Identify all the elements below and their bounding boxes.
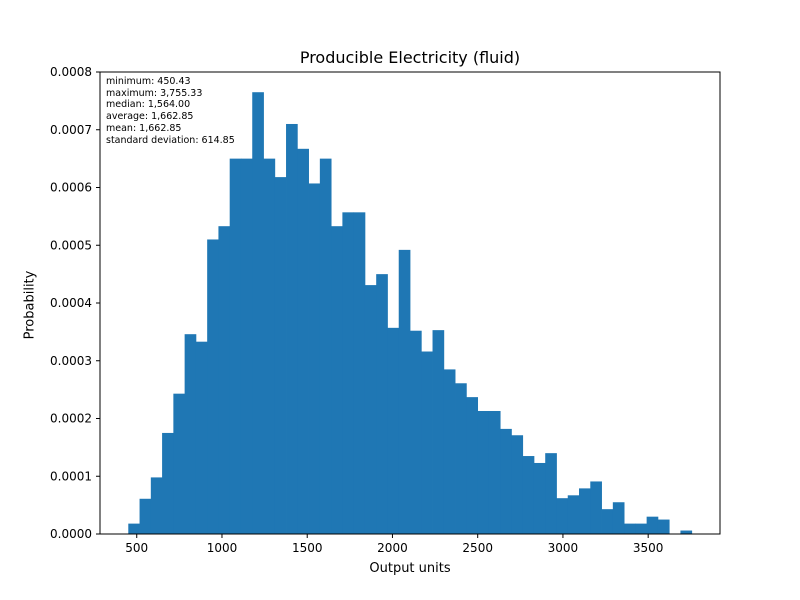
histogram-bar	[455, 383, 467, 534]
histogram-bar	[207, 239, 219, 534]
histogram-bar	[240, 158, 253, 534]
y-axis: 0.0000 0.0001 0.0002 0.0003 0.0004 0.0005 0.00…	[50, 65, 100, 541]
stat-maximum: maximum: 3,755.33	[106, 87, 203, 99]
histogram-bar	[128, 523, 140, 534]
histogram-bar	[274, 177, 287, 535]
x-axis-label: Output units	[369, 561, 451, 576]
histogram-bar	[297, 148, 309, 534]
statistics-annotation: minimum: 450.43 maximum: 3,755.33 median…	[106, 76, 235, 146]
x-tick-label: 1500	[292, 541, 323, 555]
histogram-bar	[319, 158, 332, 534]
histogram-bar	[229, 158, 242, 534]
x-tick-label: 500	[125, 541, 148, 555]
stat-average: average: 1,662.85	[106, 111, 194, 123]
histogram-bars	[128, 92, 693, 535]
histogram-bar	[443, 369, 456, 534]
stat-mean: mean: 1,662.85	[106, 122, 182, 134]
histogram-bar	[218, 226, 231, 534]
histogram-bar	[173, 393, 186, 534]
histogram-bar	[477, 410, 490, 534]
histogram-bar	[646, 516, 659, 534]
stat-standard-deviation: standard deviation: 614.85	[106, 134, 235, 146]
y-tick-label: 0.0002	[50, 412, 92, 426]
y-tick-label: 0.0007	[50, 123, 92, 137]
histogram-bar	[139, 498, 152, 534]
stat-minimum: minimum: 450.43	[106, 76, 191, 87]
y-tick-label: 0.0000	[50, 527, 92, 541]
histogram-bar	[410, 330, 422, 534]
x-tick-label: 2000	[377, 541, 408, 555]
histogram-bar	[150, 477, 163, 534]
histogram-bar	[522, 456, 535, 534]
histogram-bar	[545, 453, 557, 534]
histogram-bar	[601, 509, 614, 534]
histogram-bar	[579, 488, 591, 534]
x-tick-label: 1000	[207, 541, 238, 555]
x-tick-label: 3500	[633, 541, 664, 555]
histogram-bar	[286, 123, 298, 534]
histogram-bar	[195, 341, 208, 534]
histogram-bar	[567, 495, 580, 534]
histogram-bar	[533, 462, 546, 534]
histogram-bar	[590, 481, 602, 534]
histogram-bar	[680, 530, 693, 534]
histogram-bar	[624, 523, 636, 534]
histogram-bar	[556, 498, 569, 534]
histogram-bar	[308, 183, 321, 534]
histogram-bar	[353, 212, 366, 534]
histogram-bar	[432, 330, 445, 534]
histogram-bar	[184, 334, 197, 534]
histogram-bar	[263, 158, 276, 534]
histogram-bar	[657, 519, 670, 534]
y-tick-label: 0.0006	[50, 181, 92, 195]
histogram-bar	[342, 212, 355, 534]
x-tick-label: 2500	[462, 541, 493, 555]
y-tick-label: 0.0003	[50, 354, 92, 368]
histogram-bar	[252, 92, 264, 535]
histogram-bar	[376, 274, 388, 535]
histogram-bar	[466, 397, 479, 534]
histogram-bar	[511, 435, 524, 534]
x-axis: 500 1000 1500 2000 2500 3000 3500	[125, 534, 663, 555]
histogram-bar	[635, 523, 648, 534]
y-tick-label: 0.0004	[50, 296, 92, 310]
histogram-bar	[364, 285, 377, 534]
y-tick-label: 0.0005	[50, 238, 92, 252]
histogram-bar	[421, 351, 433, 534]
histogram-bar	[331, 226, 343, 534]
histogram-bar	[398, 249, 411, 534]
x-tick-label: 3000	[548, 541, 579, 555]
y-tick-label: 0.0001	[50, 469, 92, 483]
y-axis-label: Probability	[22, 270, 38, 340]
histogram-bar	[387, 327, 400, 534]
stat-median: median: 1,564.00	[106, 99, 191, 111]
y-tick-label: 0.0008	[50, 65, 92, 79]
histogram-bar	[612, 502, 625, 534]
histogram-bar	[500, 428, 512, 534]
chart-title: Producible Electricity (fluid)	[299, 48, 521, 67]
histogram-bar	[488, 410, 501, 534]
histogram-bar	[162, 432, 174, 534]
